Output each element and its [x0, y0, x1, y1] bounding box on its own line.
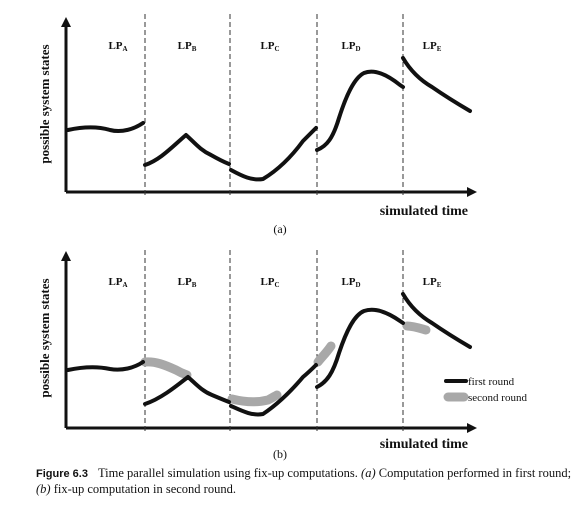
- lp-label-a-D: LPD: [341, 40, 360, 53]
- trajectory-a-LP-A: [66, 121, 145, 134]
- trajectory-a-LP-D: [315, 69, 405, 152]
- fixup-b-LP-C: [227, 390, 282, 407]
- y-axis-label-a: possible system states: [37, 44, 52, 163]
- trajectory-b-LP-B: [143, 375, 231, 406]
- trajectory-a-LP-E: [401, 56, 472, 113]
- panel-b: possible system states simulated time (b…: [37, 250, 527, 461]
- caption-text-3: fix-up computation in second round.: [50, 482, 236, 496]
- trajectory-b-LP-C: [229, 363, 318, 417]
- panel-label-a: (a): [273, 222, 286, 236]
- caption-text-2: Computation performed in first round;: [375, 466, 572, 480]
- x-axis-label-b: simulated time: [380, 437, 468, 452]
- fixup-b-LP-D: [313, 341, 336, 367]
- lp-label-a-C: LPC: [260, 40, 279, 53]
- caption-text-1: Time parallel simulation using fix-up co…: [97, 466, 362, 480]
- state-trajectories-b: [66, 292, 472, 417]
- trajectory-b-LP-E: [401, 292, 472, 349]
- lp-label-a-B: LPB: [178, 40, 197, 53]
- legend-first-round-label: first round: [468, 376, 515, 388]
- legend-second-round-label: second round: [468, 392, 527, 404]
- trajectory-a-LP-C: [229, 126, 318, 182]
- figure-canvas: possible system states simulated time (a…: [37, 14, 527, 461]
- lp-label-b-A: LPA: [108, 276, 127, 289]
- lp-label-a-A: LPA: [108, 40, 127, 53]
- x-axis-label-a: simulated time: [380, 204, 468, 219]
- lp-label-b-C: LPC: [260, 276, 279, 289]
- fixup-trajectories-b: [140, 321, 431, 407]
- trajectory-a-LP-B: [143, 133, 231, 167]
- trajectory-b-LP-D: [315, 307, 405, 389]
- y-axis-label-b: possible system states: [37, 278, 52, 397]
- lp-label-b-B: LPB: [178, 276, 197, 289]
- fixup-b-LP-E: [402, 321, 431, 335]
- caption-b-ref: (b): [36, 482, 51, 496]
- caption-a-ref: (a): [361, 466, 376, 480]
- lp-dividers-b: [144, 250, 404, 432]
- lp-dividers-a: [144, 14, 404, 196]
- lp-label-a-E: LPE: [423, 40, 442, 53]
- panel-a: possible system states simulated time (a…: [37, 14, 477, 236]
- panel-label-b: (b): [273, 447, 287, 461]
- figure-number: Figure 6.3: [36, 468, 88, 480]
- figure-caption: Figure 6.3 Time parallel simulation using…: [36, 466, 576, 497]
- trajectory-b-LP-A: [66, 360, 145, 372]
- lp-label-b-E: LPE: [423, 276, 442, 289]
- lp-label-b-D: LPD: [341, 276, 360, 289]
- legend: first round second round: [443, 376, 527, 404]
- state-trajectories-a: [66, 56, 472, 182]
- fixup-b-LP-B: [140, 357, 192, 380]
